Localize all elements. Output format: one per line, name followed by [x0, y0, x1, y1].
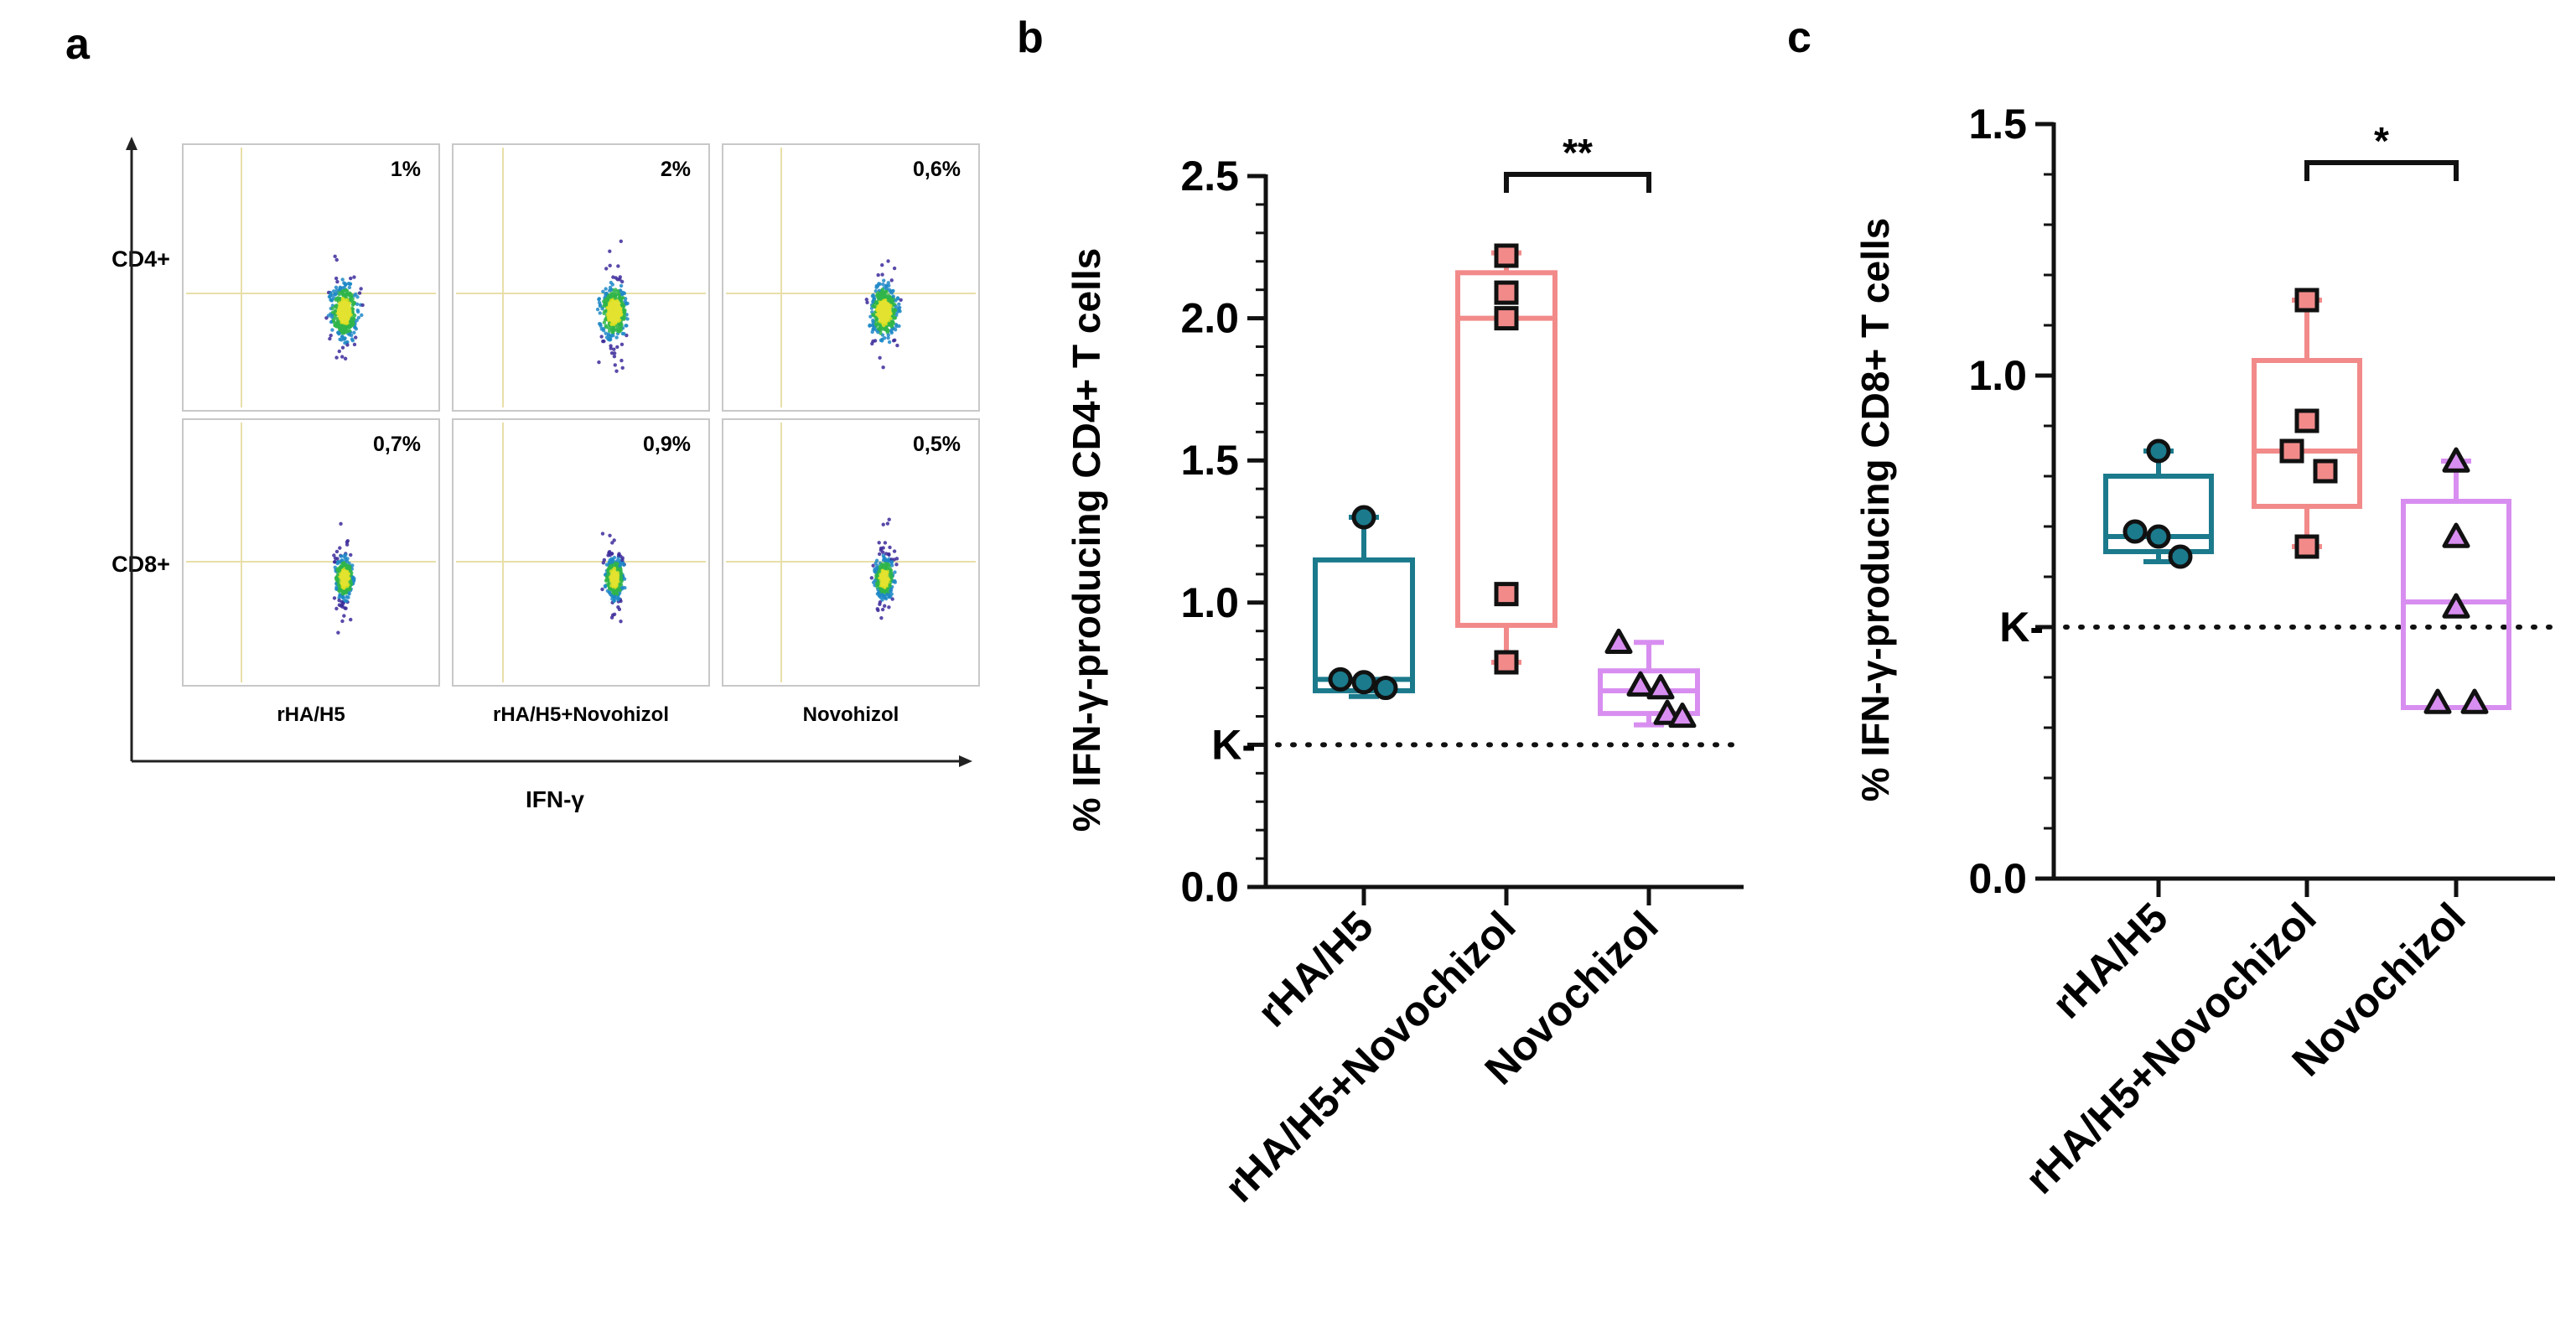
column-label: rHA/H5: [277, 703, 345, 726]
data-point: [1494, 280, 1519, 305]
flow-plot-frame: [452, 418, 710, 687]
x-category-label: rHA/H5: [2043, 894, 2176, 1027]
data-point: [2313, 459, 2338, 484]
data-point: [1494, 243, 1519, 268]
bracket-line: [2304, 160, 2459, 181]
flow-plot-frame: [722, 418, 980, 687]
box-group: [1598, 628, 1700, 729]
flow-plot-frame: [182, 143, 440, 412]
data-point: [1626, 671, 1655, 697]
significance-bracket: *: [2304, 119, 2459, 181]
significance-label: *: [2374, 119, 2389, 163]
event-cloud: [864, 259, 903, 370]
y-tick-label: 0.0: [1180, 863, 1239, 910]
y-tick-label: 0.0: [1968, 855, 2027, 902]
flow-plot: 0,9%: [452, 418, 710, 687]
gate-percentage: 0,9%: [643, 433, 691, 456]
data-point: [2442, 522, 2470, 548]
column-label: Novohizol: [803, 703, 899, 726]
event-cloud: [595, 239, 630, 373]
data-point: [2122, 519, 2148, 544]
box-chart-b: 0.0 1.0 1.5 2.0 2.5 K- % IFN-γ-producing CD4+ …: [1065, 131, 1746, 1211]
data-point: [1494, 582, 1519, 607]
box-group: [2252, 288, 2362, 559]
y-tick-label: 1.5: [1180, 437, 1239, 484]
row-label-cd8: CD8+: [111, 552, 170, 577]
data-point: [2294, 408, 2319, 433]
panel-a-y-arrow: [126, 137, 137, 150]
gate-percentage: 2%: [661, 158, 691, 181]
data-point: [1328, 666, 1353, 692]
data-point: [2279, 438, 2304, 464]
flow-plot: 0,6%: [722, 143, 980, 412]
significance-label: **: [1563, 131, 1593, 174]
gate-percentage: 0,6%: [913, 158, 961, 181]
box-chart-c: 0.0 1.0 1.5 K- % IFN-γ-producing CD8+ T cell…: [1853, 101, 2558, 1203]
data-point: [1373, 676, 1398, 701]
data-point: [2423, 688, 2452, 714]
event-cloud: [869, 517, 899, 620]
box-iqr: [2252, 358, 2362, 509]
event-cloud: [324, 254, 365, 360]
box-iqr: [1455, 270, 1558, 628]
flow-plot-grid: 1% 2% 0,6% 0,7% 0,9% 0,5% rHA/H5 rHA/H5+Novohiz…: [182, 143, 980, 726]
y-tick-label: 2.0: [1180, 295, 1239, 342]
gate-percentage: 0,7%: [373, 433, 421, 456]
event-cloud: [332, 521, 356, 635]
flow-plot: 0,5%: [722, 418, 980, 687]
panel-letter-c: c: [1787, 13, 1811, 62]
y-tick-label: 1.0: [1180, 579, 1239, 626]
row-label-cd4: CD4+: [111, 246, 170, 272]
bracket-line: [1504, 172, 1651, 193]
x-category-label: rHA/H5: [1248, 902, 1381, 1035]
event-cloud: [600, 532, 627, 624]
data-point: [2442, 593, 2470, 619]
y-tick-label: 2.5: [1180, 153, 1239, 200]
y-tick-label: 1.5: [1968, 101, 2027, 148]
box-group: [2401, 447, 2511, 714]
data-point: [1351, 670, 1376, 695]
data-point: [1494, 306, 1519, 331]
panel-letter-a: a: [65, 20, 91, 69]
data-point: [2146, 524, 2171, 549]
y-axis-label: % IFN-γ-producing CD8+ T cells: [1853, 218, 1897, 802]
box-group: [1455, 243, 1558, 675]
data-point: [2146, 438, 2171, 464]
flow-plot-frame: [182, 418, 440, 687]
data-point: [1351, 505, 1376, 530]
gate-percentage: 1%: [391, 158, 421, 181]
data-point: [2168, 544, 2193, 569]
flow-plot: 2%: [452, 143, 710, 412]
panel-a-x-arrow: [959, 755, 972, 767]
data-point: [1604, 628, 1633, 654]
box-iqr: [2103, 474, 2214, 554]
data-point: [1494, 650, 1519, 675]
panel-b: b 0.0 1.0 1.5 2.0 2.5 K- % IFN-γ-producing CD4…: [1017, 13, 1746, 1211]
flow-plot-frame: [452, 143, 710, 412]
y-axis-label: % IFN-γ-producing CD4+ T cells: [1065, 248, 1108, 832]
box-group: [2103, 438, 2214, 569]
y-tick-label: 1.0: [1968, 352, 2027, 399]
x-category-label: rHA/H5+Novochizol: [2016, 894, 2325, 1203]
data-point: [2460, 688, 2489, 714]
panel-a-x-label: IFN-γ: [526, 786, 584, 812]
flow-plot: 1%: [182, 143, 440, 412]
panel-a: a CD4+ CD8+ IFN-γ 1% 2% 0,6% 0,7% 0,9% 0,5% rH…: [65, 20, 980, 812]
data-point: [2294, 534, 2319, 559]
data-point: [2294, 288, 2319, 313]
column-label: rHA/H5+Novohizol: [493, 703, 669, 726]
gate-percentage: 0,5%: [913, 433, 961, 456]
data-point: [2442, 447, 2470, 473]
baseline-label: K-: [1211, 721, 1256, 768]
data-point: [1668, 702, 1697, 729]
flow-plot-frame: [722, 143, 980, 412]
panel-letter-b: b: [1017, 13, 1044, 62]
flow-plot: 0,7%: [182, 418, 440, 687]
box-group: [1313, 505, 1415, 701]
significance-bracket: **: [1504, 131, 1651, 193]
baseline-label: K-: [1999, 604, 2044, 651]
data-point: [1646, 674, 1675, 700]
panel-c: c 0.0 1.0 1.5 K- % IFN-γ-producing CD8+ T ce…: [1787, 13, 2558, 1203]
